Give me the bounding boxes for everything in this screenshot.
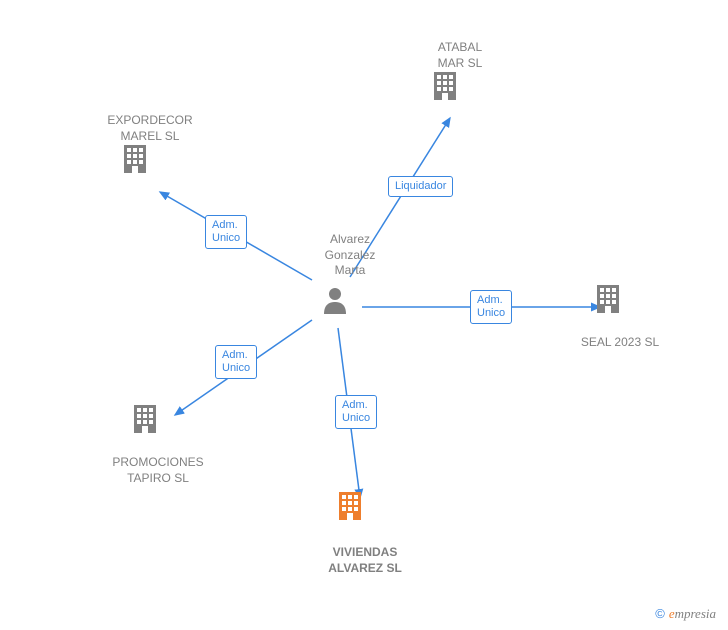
copyright-symbol: © xyxy=(655,606,665,621)
brand-rest: mpresia xyxy=(675,606,716,621)
node-label-expordecor: EXPORDECOR MAREL SL xyxy=(90,113,210,144)
edges-layer xyxy=(0,0,728,630)
center-label: Alvarez Gonzalez Marta xyxy=(310,232,390,279)
footer-credit: ©empresia xyxy=(655,606,716,622)
edge-label-expordecor: Adm. Unico xyxy=(205,215,247,249)
edge-label-promociones: Adm. Unico xyxy=(215,345,257,379)
node-label-viviendas: VIVIENDAS ALVAREZ SL xyxy=(310,545,420,576)
edge-label-atabal: Liquidador xyxy=(388,176,453,197)
node-label-atabal: ATABAL MAR SL xyxy=(420,40,500,71)
node-label-promociones: PROMOCIONES TAPIRO SL xyxy=(98,455,218,486)
edge-label-viviendas: Adm. Unico xyxy=(335,395,377,429)
node-label-seal: SEAL 2023 SL xyxy=(565,335,675,351)
edge-label-seal: Adm. Unico xyxy=(470,290,512,324)
